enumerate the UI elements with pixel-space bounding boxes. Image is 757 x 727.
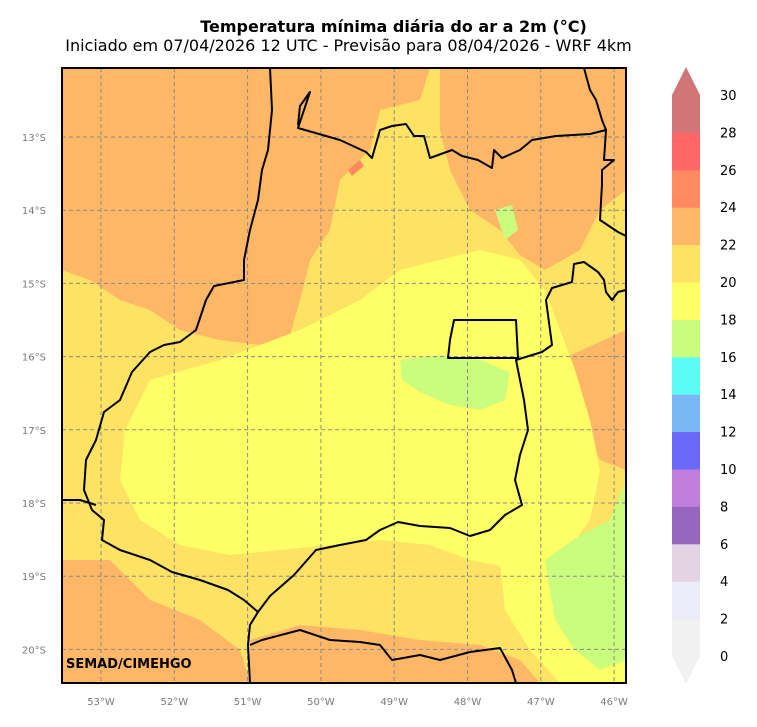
colorbar-tick-label: 14 [720, 388, 737, 403]
latitude-tick-label: 16°S [22, 353, 46, 364]
colorbar-tick-label: 10 [720, 463, 737, 478]
south-connector-border [247, 611, 259, 684]
colorbar-tick-label: 20 [720, 276, 737, 291]
longitude-tick-label: 48°W [454, 697, 482, 708]
latitude-tick-label: 13°S [22, 133, 46, 144]
latitude-tick-labels: 13°S 14°S 15°S 16°S 17°S 18°S 19°S 20°S [22, 133, 46, 656]
colorbar-segment [672, 469, 700, 507]
colorbar-segment [672, 356, 700, 395]
colorbar-segment [672, 394, 700, 433]
federal-district-border [447, 319, 519, 359]
longitude-tick-label: 52°W [160, 697, 188, 708]
colorbar-tick-label: 16 [720, 351, 737, 366]
southwest-border [62, 499, 97, 506]
latitude-tick-label: 20°S [22, 645, 46, 656]
map-gridlines [62, 68, 626, 683]
mild-region-center [120, 250, 600, 570]
goias-northern-border [297, 91, 627, 237]
map-field-layer [62, 68, 626, 683]
cool-region-southeast [545, 480, 626, 670]
state-borders [62, 67, 627, 684]
goias-border [83, 67, 627, 613]
colorbar-segment [672, 95, 700, 133]
colorbar-tick-label: 4 [720, 575, 728, 590]
credit-label: SEMAD/CIMEHGO [66, 657, 192, 672]
colorbar-segment [672, 506, 700, 545]
colorbar-tick-label: 6 [720, 538, 728, 553]
colorbar-segment [672, 244, 700, 283]
tocantins-east-border [583, 67, 607, 131]
colorbar-tick-label: 22 [720, 239, 737, 254]
colorbar-segment [672, 132, 700, 171]
longitude-tick-label: 47°W [527, 697, 555, 708]
longitude-tick-label: 51°W [234, 697, 262, 708]
colorbar-tick-label: 30 [720, 89, 737, 104]
map-title: Temperatura mínima diária do ar a 2m (°C… [200, 17, 587, 36]
minas-southern-border [249, 629, 517, 684]
colorbar-tick-label: 18 [720, 313, 737, 328]
colorbar-segment [672, 543, 700, 582]
colorbar-segment [672, 169, 700, 208]
colorbar-tick-label: 26 [720, 164, 737, 179]
latitude-tick-label: 18°S [22, 499, 46, 510]
colorbar-tick-label: 0 [720, 650, 728, 665]
colorbar-tick-label: 12 [720, 426, 737, 441]
colorbar-segment [672, 581, 700, 620]
hot-spot-north [348, 160, 364, 176]
latitude-tick-label: 17°S [22, 426, 46, 437]
longitude-tick-labels: 53°W 52°W 51°W 50°W 49°W 48°W 47°W 46°W [87, 697, 628, 708]
cool-region-central [400, 355, 510, 410]
colorbar-segment [672, 618, 700, 657]
colorbar-tick-label: 8 [720, 500, 728, 515]
colorbar-segment [672, 319, 700, 358]
longitude-tick-label: 50°W [307, 697, 335, 708]
map-subtitle: Iniciado em 07/04/2026 12 UTC - Previsão… [65, 36, 632, 55]
colorbar-tick-label: 2 [720, 613, 728, 628]
warm-region-south [250, 625, 540, 683]
cool-region-northeast [495, 205, 518, 240]
longitude-tick-label: 49°W [380, 697, 408, 708]
longitude-tick-label: 46°W [600, 697, 628, 708]
colorbar-tick-label: 24 [720, 201, 737, 216]
colorbar-tick-label: 28 [720, 126, 737, 141]
warm-region-northeast [440, 68, 626, 270]
colorbar-extend-low [672, 656, 700, 684]
warm-region-southwest [62, 560, 250, 683]
map-frame [61, 67, 627, 684]
colorbar-segment [672, 431, 700, 470]
latitude-tick-label: 14°S [22, 206, 46, 217]
longitude-tick-label: 53°W [87, 697, 115, 708]
colorbar-segment [672, 282, 700, 320]
colorbar-extend-high [672, 67, 700, 95]
colorbar-segment [672, 207, 700, 246]
latitude-tick-label: 15°S [22, 279, 46, 290]
latitude-tick-label: 19°S [22, 572, 46, 583]
warm-region-east [560, 330, 626, 470]
